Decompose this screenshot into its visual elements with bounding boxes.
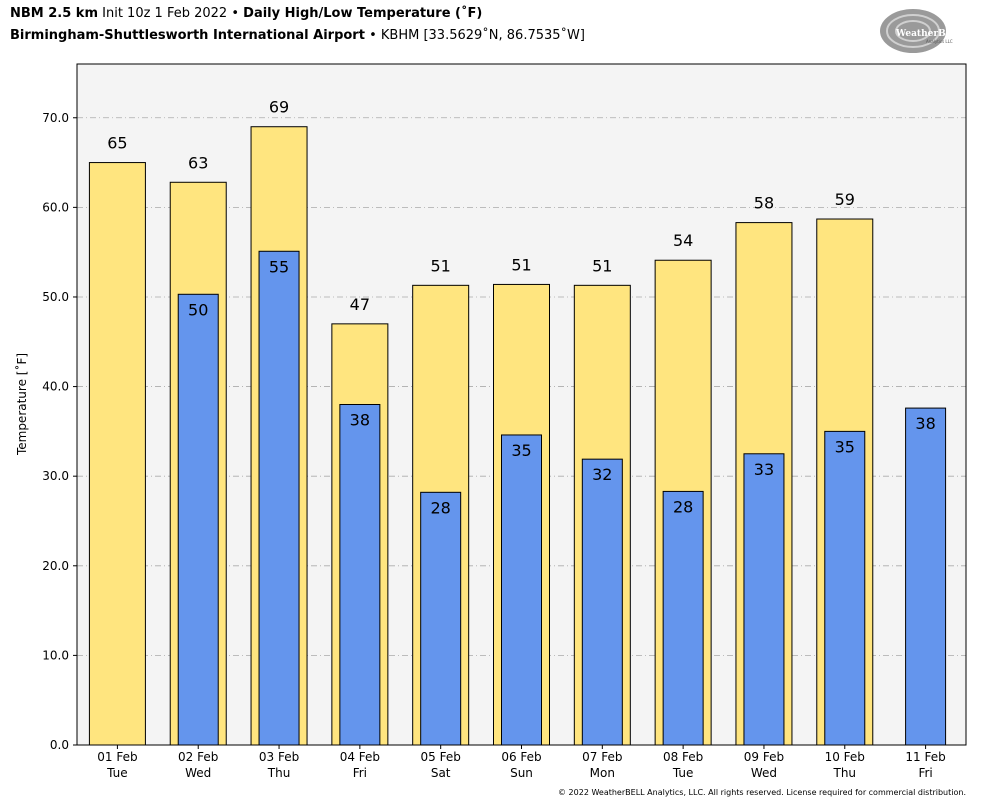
y-tick-label: 30.0 — [42, 469, 69, 483]
low-temp-label: 35 — [511, 441, 531, 460]
low-temp-bar — [905, 407, 947, 746]
x-tick-date-label: 08 Feb — [663, 750, 703, 764]
x-tick-date-label: 05 Feb — [421, 750, 461, 764]
low-temp-bar — [177, 293, 219, 746]
bullet-separator: • — [231, 6, 240, 21]
chart-header-line-1: NBM 2.5 km Init 10z 1 Feb 2022 • Daily H… — [10, 6, 482, 21]
station-detail: KBHM [33.5629˚N, 86.7535˚W] — [380, 28, 585, 43]
bars — [88, 126, 947, 746]
low-temp-bar — [258, 250, 300, 746]
svg-text:Analytics LLC: Analytics LLC — [926, 39, 953, 44]
x-tick-date-label: 04 Feb — [340, 750, 380, 764]
low-temp-label: 38 — [915, 414, 935, 433]
low-temp-label: 38 — [350, 411, 370, 430]
high-temp-label: 59 — [835, 190, 855, 209]
y-tick-label: 0.0 — [50, 738, 69, 752]
product-title: Daily High/Low Temperature (˚F) — [243, 6, 483, 21]
low-temp-label: 32 — [592, 465, 612, 484]
x-tick-day-label: Thu — [267, 766, 291, 780]
bullet-separator: • — [369, 28, 377, 43]
low-temp-bar — [501, 434, 542, 746]
x-tick-date-label: 11 Feb — [905, 750, 945, 764]
low-temp-bar — [743, 453, 785, 746]
weatherbell-logo: WeatherBELL Analytics LLC — [880, 9, 966, 53]
x-tick-day-label: Thu — [832, 766, 856, 780]
high-temp-label: 51 — [431, 256, 451, 275]
high-temp-label: 47 — [350, 295, 370, 314]
low-temp-bar — [420, 491, 462, 746]
x-tick-day-label: Tue — [672, 766, 694, 780]
y-axis-label: Temperature [˚F] — [14, 353, 29, 456]
high-temp-label: 51 — [592, 256, 612, 275]
high-temp-label: 54 — [673, 231, 693, 250]
x-tick-day-label: Wed — [751, 766, 777, 780]
low-temp-label: 50 — [188, 300, 208, 319]
high-temp-bar — [88, 162, 146, 746]
y-tick-label: 40.0 — [42, 380, 69, 394]
low-temp-label: 35 — [835, 437, 855, 456]
y-tick-label: 20.0 — [42, 559, 69, 573]
low-temp-label: 33 — [754, 460, 774, 479]
low-temp-bar — [824, 430, 866, 746]
high-temp-label: 51 — [511, 255, 531, 274]
x-tick-day-label: Sun — [510, 766, 533, 780]
copyright-notice: © 2022 WeatherBELL Analytics, LLC. All r… — [558, 788, 966, 797]
x-tick-day-label: Fri — [918, 766, 932, 780]
x-tick-date-label: 01 Feb — [97, 750, 137, 764]
plot-frame — [76, 63, 967, 746]
y-tick-label: 10.0 — [42, 648, 69, 662]
x-tick-date-label: 07 Feb — [582, 750, 622, 764]
x-tick-date-label: 09 Feb — [744, 750, 784, 764]
high-temp-label: 65 — [107, 134, 127, 153]
station-name: Birmingham-Shuttlesworth International A… — [10, 28, 365, 43]
high-temp-label: 63 — [188, 153, 208, 172]
model-name: NBM 2.5 km — [10, 6, 98, 21]
x-tick-day-label: Mon — [590, 766, 615, 780]
y-tick-label: 60.0 — [42, 200, 69, 214]
init-time: Init 10z 1 Feb 2022 — [102, 6, 228, 21]
y-tick-label: 50.0 — [42, 290, 69, 304]
x-tick-date-label: 10 Feb — [825, 750, 865, 764]
x-tick-date-label: 02 Feb — [178, 750, 218, 764]
low-temp-label: 55 — [269, 257, 289, 276]
low-temp-bar — [339, 404, 381, 746]
high-temp-label: 58 — [754, 194, 774, 213]
low-temp-label: 28 — [673, 497, 693, 516]
y-tick-label: 70.0 — [42, 111, 69, 125]
x-tick-day-label: Wed — [185, 766, 211, 780]
value-labels: 65 63 50 69 55 47 38 51 28 51 35 51 32 54 28 58 33 59 35 38 — [107, 98, 936, 518]
x-tick-date-label: 03 Feb — [259, 750, 299, 764]
svg-text:WeatherBELL: WeatherBELL — [895, 29, 966, 39]
axes: 0.0 10.0 20.0 30.0 40.0 50.0 60.0 70.0 01 Feb Tue… — [42, 111, 945, 780]
x-tick-date-label: 06 Feb — [501, 750, 541, 764]
x-tick-day-label: Fri — [353, 766, 367, 780]
x-tick-day-label: Sat — [431, 766, 451, 780]
high-temp-label: 69 — [269, 98, 289, 117]
low-temp-label: 28 — [431, 498, 451, 517]
low-temp-bar — [662, 490, 704, 746]
x-tick-day-label: Tue — [106, 766, 128, 780]
low-temp-bar — [581, 458, 623, 746]
chart-header-line-2: Birmingham-Shuttlesworth International A… — [10, 28, 585, 43]
